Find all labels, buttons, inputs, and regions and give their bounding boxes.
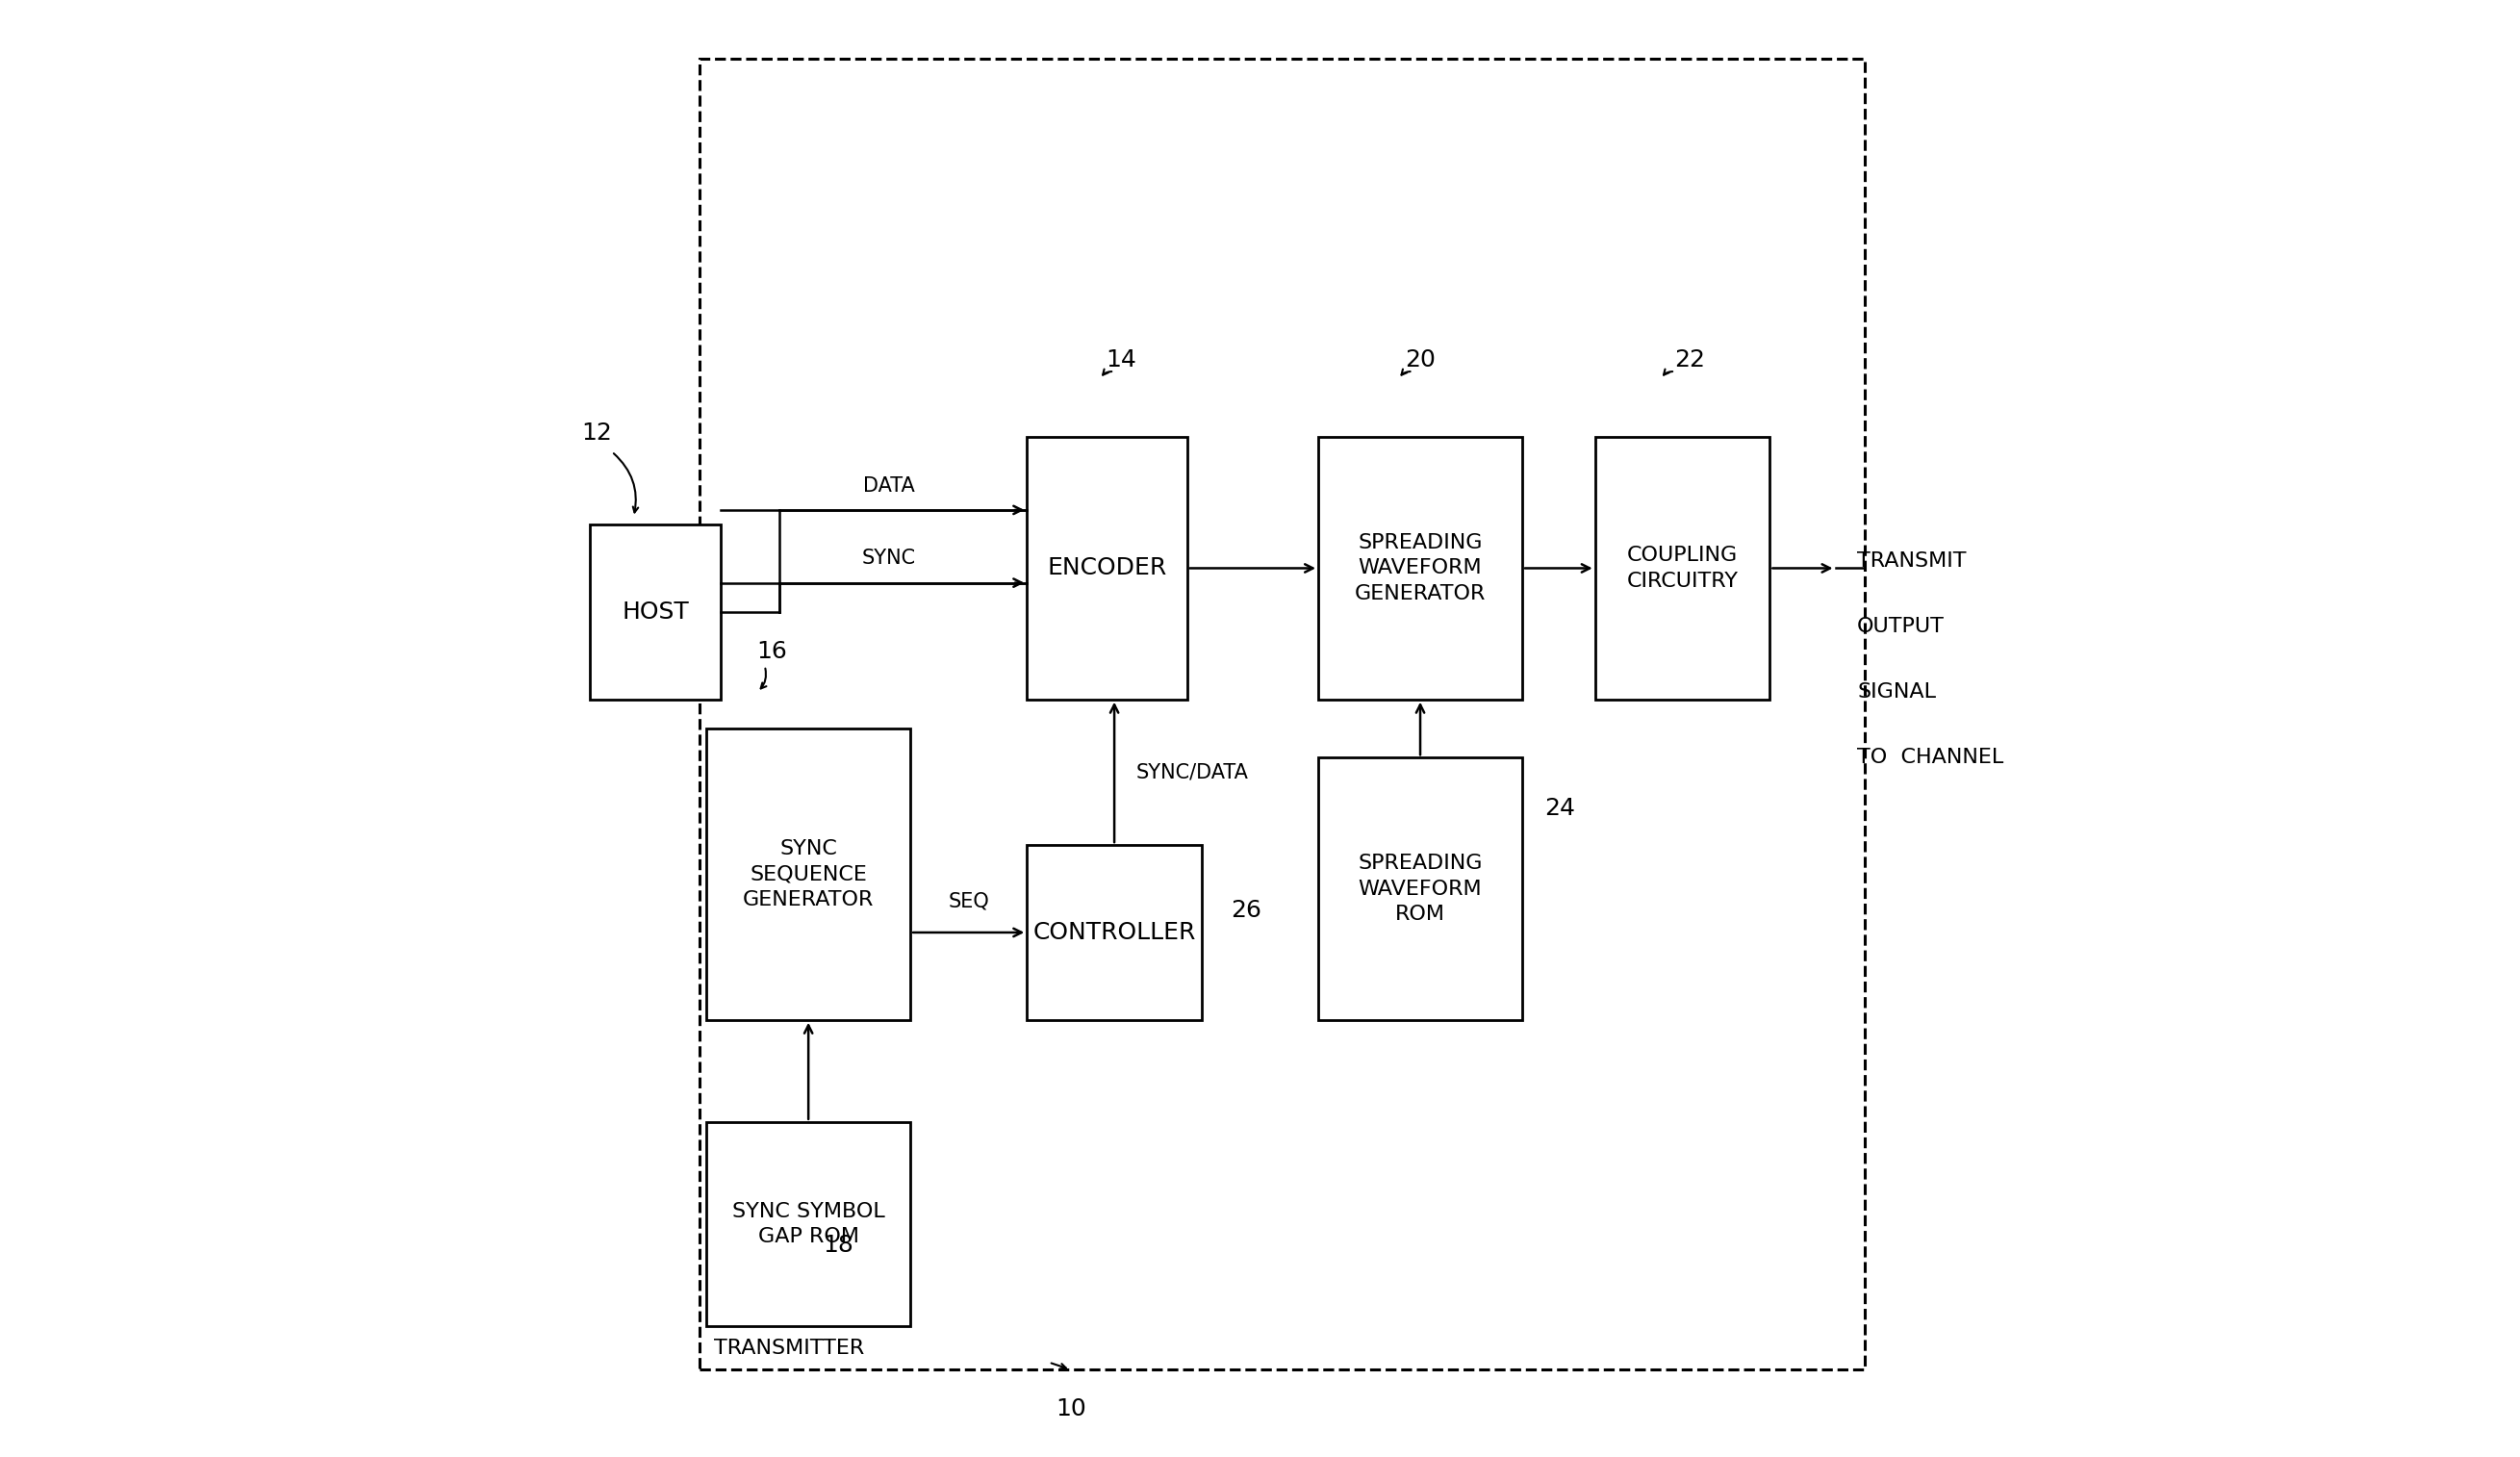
Text: OUTPUT: OUTPUT (1857, 616, 1945, 637)
Text: TO  CHANNEL: TO CHANNEL (1857, 747, 2003, 768)
FancyBboxPatch shape (1028, 437, 1187, 699)
Text: 20: 20 (1406, 348, 1436, 372)
Text: COUPLING
CIRCUITRY: COUPLING CIRCUITRY (1625, 546, 1739, 590)
Text: 12: 12 (582, 421, 612, 444)
Text: SEQ: SEQ (948, 892, 990, 911)
Text: 26: 26 (1230, 899, 1263, 922)
Text: SYNC: SYNC (862, 549, 915, 568)
FancyBboxPatch shape (1028, 845, 1202, 1020)
Text: 18: 18 (824, 1234, 854, 1257)
FancyBboxPatch shape (706, 728, 910, 1020)
Text: 22: 22 (1673, 348, 1706, 372)
Text: HOST: HOST (622, 600, 688, 624)
Text: CONTROLLER: CONTROLLER (1033, 921, 1197, 944)
Text: SYNC
SEQUENCE
GENERATOR: SYNC SEQUENCE GENERATOR (743, 839, 874, 909)
Text: SIGNAL: SIGNAL (1857, 682, 1935, 702)
FancyBboxPatch shape (706, 1122, 910, 1326)
Text: DATA: DATA (862, 476, 915, 495)
Text: SYNC SYMBOL
GAP ROM: SYNC SYMBOL GAP ROM (731, 1202, 885, 1246)
Text: TRANSMIT: TRANSMIT (1857, 551, 1966, 571)
FancyBboxPatch shape (1318, 437, 1522, 699)
Text: SYNC/DATA: SYNC/DATA (1137, 762, 1247, 782)
FancyBboxPatch shape (1318, 758, 1522, 1020)
FancyBboxPatch shape (1595, 437, 1769, 699)
FancyBboxPatch shape (590, 525, 721, 699)
Text: 16: 16 (756, 640, 786, 663)
Text: ENCODER: ENCODER (1048, 557, 1167, 580)
Text: 14: 14 (1106, 348, 1137, 372)
Text: TRANSMITTER: TRANSMITTER (713, 1339, 864, 1358)
Text: 24: 24 (1545, 797, 1575, 820)
Text: 10: 10 (1056, 1397, 1086, 1421)
Text: SPREADING
WAVEFORM
GENERATOR: SPREADING WAVEFORM GENERATOR (1356, 533, 1487, 603)
Text: SPREADING
WAVEFORM
ROM: SPREADING WAVEFORM ROM (1358, 854, 1482, 924)
